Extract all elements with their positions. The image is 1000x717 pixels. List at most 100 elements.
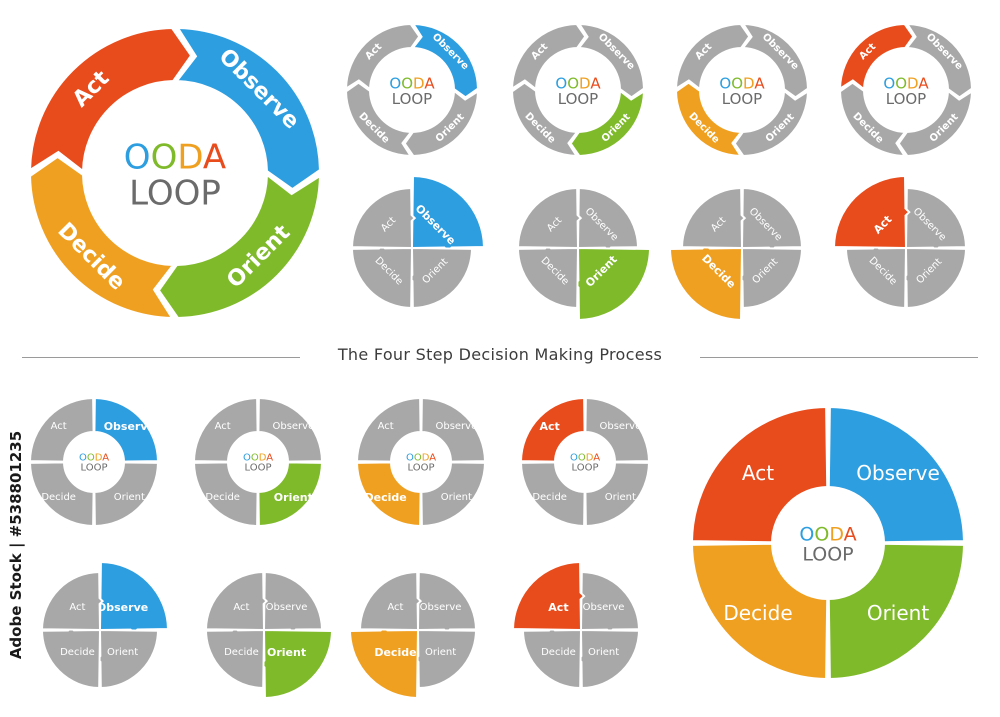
big-quad-ring-quadrant-act bbox=[690, 405, 829, 544]
caption-text: The Four Step Decision Making Process bbox=[337, 345, 663, 364]
big-quad-ring-quadrant-observe bbox=[827, 405, 966, 544]
quad-ring-decide-quadrant-observe bbox=[420, 396, 487, 463]
quad-pie-decide-label-decide: Decide bbox=[374, 646, 416, 659]
small-ring-orient-center bbox=[538, 50, 618, 130]
quad-ring-act-quadrant-decide bbox=[519, 461, 586, 528]
quad-pie-orient-label-decide: Decide bbox=[224, 647, 259, 658]
quad-pie-orient-label-orient: Orient bbox=[267, 646, 306, 659]
wedge-decide-quadrant-act bbox=[680, 186, 747, 250]
quad-pie-act-label-orient: Orient bbox=[588, 647, 619, 658]
big-ring-cycle-segment-decide bbox=[29, 155, 176, 320]
quad-ring-act-center bbox=[557, 434, 613, 490]
small-ring-orient-title-ooda: OODA bbox=[555, 74, 601, 92]
quad-ring-act-quadrant-observe bbox=[584, 396, 651, 463]
big-quad-ring-quadrant-orient bbox=[827, 542, 966, 681]
big-quad-ring-center bbox=[774, 489, 882, 597]
stock-id-watermark: Adobe Stock | #538801235 bbox=[0, 431, 32, 659]
big-quad-ring-label-orient: Orient bbox=[867, 601, 930, 625]
quad-pie-act-label-observe: Observe bbox=[583, 602, 625, 613]
quad-ring-orient-title-ooda: OODA bbox=[243, 452, 273, 463]
small-ring-observe-title-ooda: OODA bbox=[389, 74, 435, 92]
quad-ring-orient-quadrant-observe bbox=[257, 396, 324, 463]
quad-ring-orient-quadrant-decide bbox=[192, 461, 259, 528]
quad-pie-act-label-act: Act bbox=[548, 601, 568, 614]
small-ring-act-segment-orient bbox=[897, 88, 974, 158]
quad-pie-decide-quadrant-decide bbox=[348, 625, 420, 700]
quad-ring-decide-label-decide: Decide bbox=[365, 491, 407, 504]
quad-ring-decide-quadrant-act bbox=[355, 396, 422, 463]
small-ring-orient-title-loop: LOOP bbox=[558, 90, 598, 108]
quad-ring-observe-quadrant-decide bbox=[28, 461, 95, 528]
wedge-orient-quadrant-act bbox=[516, 186, 583, 250]
small-ring-observe-segment-decide bbox=[344, 81, 414, 158]
quad-pie-observe-quadrant-orient bbox=[95, 628, 160, 690]
quad-pie-decide-label-orient: Orient bbox=[425, 647, 456, 658]
quad-ring-decide-center bbox=[393, 434, 449, 490]
big-quad-ring-label-decide: Decide bbox=[723, 601, 792, 625]
small-ring-orient-segment-act bbox=[510, 22, 587, 92]
quad-pie-observe-label-observe: Observe bbox=[97, 601, 148, 614]
quad-ring-act-title-ooda: OODA bbox=[570, 452, 600, 463]
small-ring-act-segment-observe bbox=[904, 22, 974, 99]
quad-ring-act-label-decide: Decide bbox=[532, 492, 567, 503]
quad-ring-observe-label-observe: Observe bbox=[104, 420, 155, 433]
quad-ring-observe-quadrant-orient bbox=[93, 461, 160, 528]
big-quad-ring-title-ooda: OODA bbox=[799, 523, 856, 545]
quad-ring-decide-title-loop: LOOP bbox=[408, 463, 435, 474]
quad-pie-decide-quadrant-orient bbox=[413, 628, 478, 690]
quad-ring-observe-title-ooda: OODA bbox=[79, 452, 109, 463]
quad-ring-orient-quadrant-act bbox=[192, 396, 259, 463]
quad-ring-decide-label-observe: Observe bbox=[435, 421, 477, 432]
quad-pie-orient: Observe Orient Decide Act bbox=[204, 570, 334, 700]
quad-ring-orient-label-decide: Decide bbox=[205, 492, 240, 503]
quad-ring-orient-center bbox=[230, 434, 286, 490]
quad-ring-observe-label-orient: Orient bbox=[114, 492, 145, 503]
small-ring-observe-segment-orient bbox=[403, 88, 480, 158]
caption-rule-left bbox=[22, 357, 300, 358]
wedge-orient-quadrant-observe bbox=[576, 186, 640, 253]
small-ring-orient-segment-observe bbox=[576, 22, 646, 99]
small-ring-act-center bbox=[866, 50, 946, 130]
small-ring-decide-title-loop: LOOP bbox=[722, 90, 762, 108]
quad-ring-act-label-orient: Orient bbox=[605, 492, 636, 503]
quad-ring-decide-title-ooda: OODA bbox=[406, 452, 436, 463]
small-ring-act-segment-act bbox=[838, 22, 915, 92]
quad-pie-decide: Observe Orient Decide Act bbox=[348, 570, 478, 700]
quad-ring-act-quadrant-act bbox=[519, 396, 586, 463]
quad-ring-act-quadrant-orient bbox=[584, 461, 651, 528]
quad-ring-orient-label-act: Act bbox=[215, 421, 231, 432]
wedge-act-quadrant-observe bbox=[904, 186, 968, 253]
quad-pie-act-quadrant-act bbox=[511, 560, 586, 632]
big-quad-ring-label-observe: Observe bbox=[856, 461, 940, 485]
quad-ring-decide-quadrant-decide bbox=[355, 461, 422, 528]
small-ring-orient-segment-decide bbox=[510, 81, 580, 158]
quad-ring-orient-label-orient: Orient bbox=[274, 491, 313, 504]
quad-ring-observe-label-act: Act bbox=[51, 421, 67, 432]
quad-pie-act-label-decide: Decide bbox=[541, 647, 576, 658]
quad-ring-act-label-observe: Observe bbox=[599, 421, 641, 432]
quad-pie-decide-label-observe: Observe bbox=[420, 602, 462, 613]
big-ring-cycle-center bbox=[85, 83, 265, 263]
quad-ring-decide-label-orient: Orient bbox=[441, 492, 472, 503]
quad-pie-orient-label-act: Act bbox=[233, 602, 249, 613]
small-ring-decide-segment-decide bbox=[674, 81, 744, 158]
quad-ring-decide-label-act: Act bbox=[378, 421, 394, 432]
quad-pie-observe-label-decide: Decide bbox=[60, 647, 95, 658]
small-ring-observe-segment-observe bbox=[410, 22, 480, 99]
small-ring-act-segment-decide bbox=[838, 81, 908, 158]
quad-pie-orient-quadrant-act bbox=[204, 570, 269, 632]
stock-id-text: Adobe Stock | #538801235 bbox=[7, 430, 25, 660]
quad-pie-orient-label-observe: Observe bbox=[266, 602, 308, 613]
quad-pie-orient-quadrant-orient bbox=[259, 628, 334, 700]
